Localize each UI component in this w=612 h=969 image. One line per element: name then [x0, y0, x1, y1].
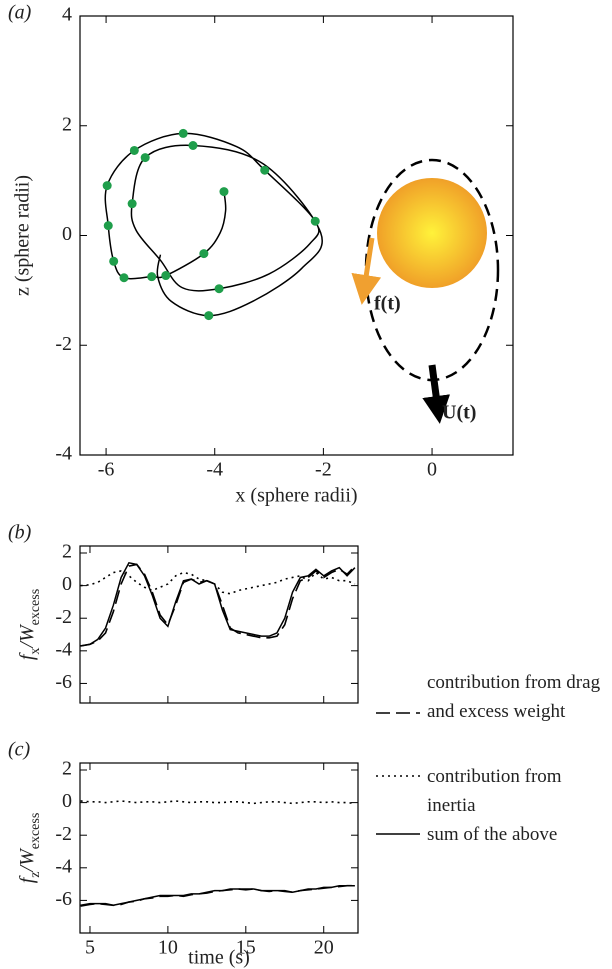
plot-frame — [79, 545, 359, 704]
y-axis-label: z (sphere radii) — [12, 175, 34, 296]
series-line — [80, 561, 356, 647]
marker — [119, 273, 129, 283]
series-line — [80, 570, 356, 595]
y-tick-label: -4 — [55, 638, 72, 660]
x-tick-label: 15 — [236, 937, 256, 959]
plot-frame — [79, 762, 359, 934]
y-axis-label: fz/Wexcess — [16, 813, 43, 884]
marker — [178, 128, 188, 138]
y-axis-label-part: /W — [16, 623, 38, 649]
marker — [310, 216, 320, 226]
x-tick-label: 0 — [427, 459, 437, 481]
force-arrow — [351, 237, 382, 305]
x-tick-label: 20 — [314, 937, 334, 959]
x-axis-label: time (s) — [188, 947, 250, 969]
marker — [147, 272, 157, 282]
x-tick-label: 10 — [158, 937, 178, 959]
marker — [102, 181, 112, 191]
y-axis-label-part: f — [16, 875, 38, 883]
marker — [188, 141, 198, 151]
x-tick-label: -6 — [98, 459, 115, 481]
y-tick-label: -2 — [55, 823, 72, 845]
legend-label: contribution from inertia — [427, 766, 562, 816]
y-tick-label: 4 — [62, 4, 72, 26]
y-tick-label: 2 — [62, 113, 72, 135]
marker — [109, 256, 119, 266]
trajectory — [104, 132, 323, 317]
y-tick-label: -6 — [55, 671, 72, 693]
y-axis-label-part: /W — [16, 847, 38, 873]
y-axis-label-part: excess — [28, 813, 43, 850]
velocity-label: U(t) — [442, 402, 476, 424]
y-tick-label: 2 — [62, 758, 72, 780]
marker — [219, 187, 229, 197]
panel-label: (a) — [8, 2, 32, 24]
marker — [127, 199, 137, 209]
marker — [129, 145, 139, 155]
series-line — [80, 884, 355, 907]
y-tick-label: 0 — [62, 790, 72, 812]
marker — [161, 271, 171, 281]
x-tick-label: -2 — [315, 459, 332, 481]
y-tick-label: -2 — [55, 333, 72, 355]
marker — [204, 311, 214, 321]
sphere — [377, 178, 487, 288]
y-axis-label-part: excess — [28, 589, 43, 626]
y-tick-label: -2 — [55, 606, 72, 628]
y-axis-label-part: z — [28, 871, 43, 877]
y-tick-label: 2 — [62, 541, 72, 563]
velocity-arrow — [422, 364, 451, 424]
marker — [214, 284, 224, 294]
y-tick-label: -6 — [55, 888, 72, 910]
marker — [260, 165, 270, 175]
y-axis-label: fx/Wexcess — [16, 589, 43, 660]
x-tick-label: -4 — [206, 459, 223, 481]
x-tick-label: 5 — [85, 937, 95, 959]
panel-label: (b) — [8, 522, 32, 544]
marker — [140, 153, 150, 163]
series-line — [80, 800, 355, 805]
legend-label: contribution from drag and excess weight — [427, 672, 601, 722]
marker — [199, 249, 209, 259]
y-tick-label: -4 — [55, 443, 72, 465]
y-tick-label: 0 — [62, 573, 72, 595]
legend-label: sum of the above — [427, 824, 558, 845]
panel-label: (c) — [8, 739, 31, 761]
y-tick-label: -4 — [55, 855, 72, 877]
y-axis-label-part: f — [16, 652, 38, 660]
marker — [103, 221, 113, 231]
force-label: f(t) — [374, 293, 401, 315]
y-tick-label: 0 — [62, 223, 72, 245]
y-axis-label-part: x — [28, 648, 43, 655]
x-axis-label: x (sphere radii) — [235, 485, 357, 507]
